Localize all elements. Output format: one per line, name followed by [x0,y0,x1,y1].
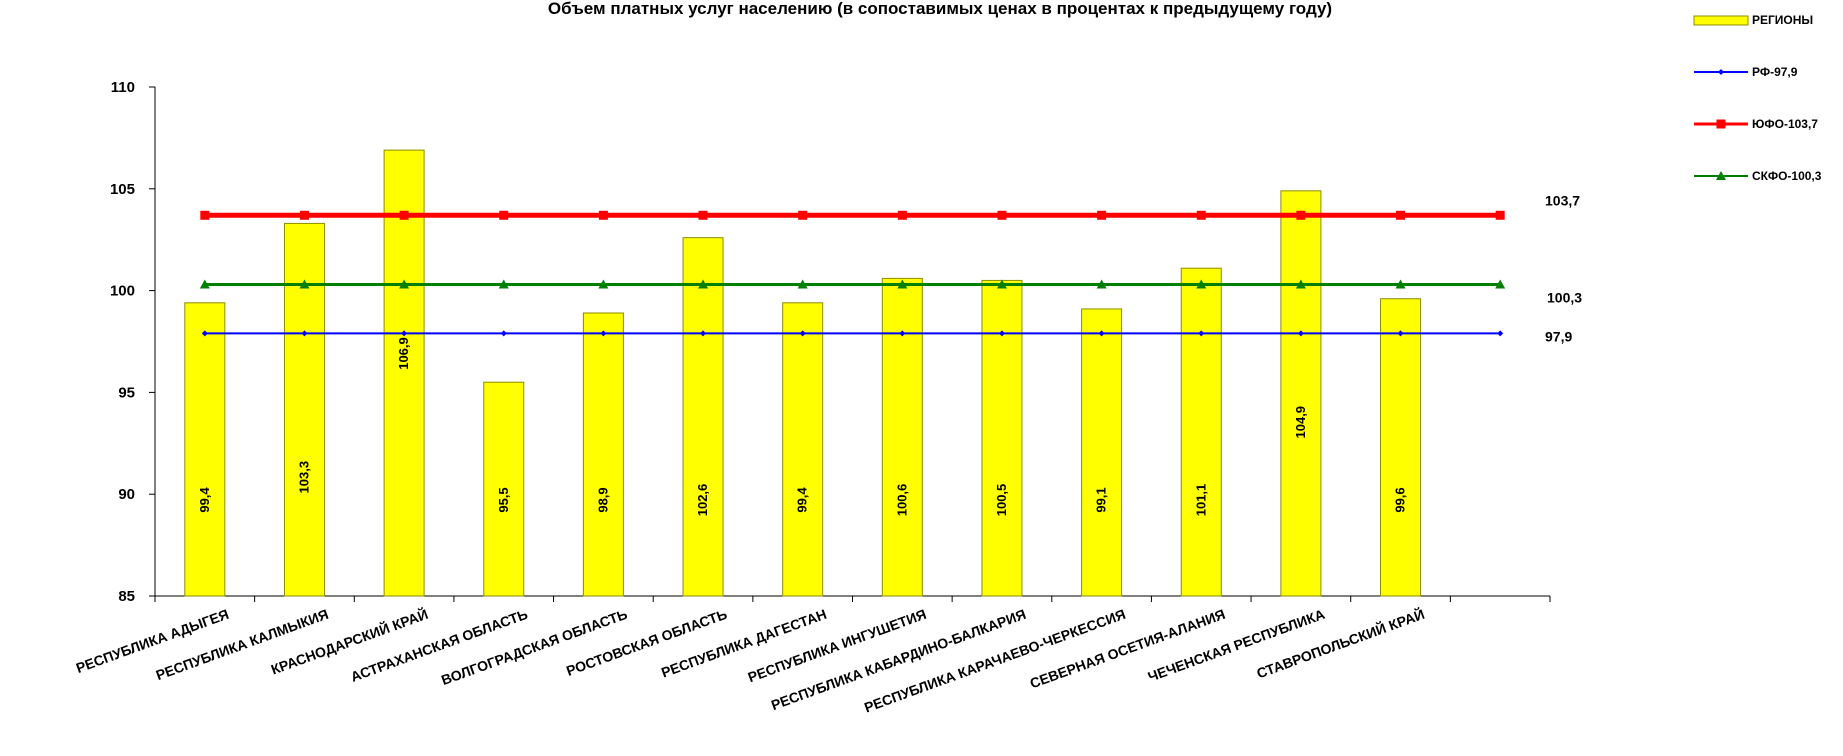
series-marker [399,279,410,289]
legend-label: РЕГИОНЫ [1752,13,1813,27]
bar-value-label: 106,9 [396,337,411,370]
bar-value-label: 102,6 [695,484,710,517]
bar-value-label: 100,6 [894,484,909,517]
series-end-label: 100,3 [1547,289,1582,305]
series-marker [200,210,210,220]
series-marker [299,279,310,289]
series-marker [1396,210,1406,220]
bar-value-label: 99,6 [1393,487,1408,512]
series-marker [199,279,210,289]
bar [283,222,325,597]
y-tick-label: 90 [118,486,135,503]
category-label: ВОЛГОГРАДСКАЯ ОБЛАСТЬ [439,606,629,688]
series-marker [700,330,707,337]
legend-marker [1718,69,1724,75]
series-marker [897,210,907,220]
legend: РЕГИОНЫ РФ-97,9 ЮФО-103,7 СКФО-100,3 [1693,13,1822,183]
series-marker [1295,279,1306,289]
series-marker [401,330,408,337]
bar-value-label: 98,9 [595,487,610,512]
bar-value-label: 101,1 [1193,484,1208,517]
series-marker [996,279,1007,289]
category-label: ЧЕЧЕНСКАЯ РЕСПУБЛИКА [1146,606,1327,685]
bar [483,381,525,597]
legend-label: РФ-97,9 [1752,65,1798,79]
bar [682,237,724,597]
bar [383,149,425,597]
series-end-label: 97,9 [1545,328,1572,344]
series-marker [1097,210,1107,220]
series-marker [1196,210,1206,220]
legend-marker [1716,171,1726,180]
bar [1180,267,1222,597]
series-marker [500,330,507,337]
series-marker [997,210,1007,220]
y-tick-label: 85 [118,588,135,605]
bar [881,277,923,597]
bar [1280,190,1322,597]
plot-area: 85 90 95 100 105 110 99,4 103,3 106,9 95,5 98,9 102… [74,79,1583,716]
series-marker [1397,330,1404,337]
legend-swatch [1693,15,1749,26]
series-marker [299,210,309,220]
series-marker [598,279,609,289]
series-marker [498,279,509,289]
series-marker [1495,279,1506,289]
series-marker [1198,330,1205,337]
series-end-label: 103,7 [1545,192,1580,208]
y-tick-label: 105 [110,181,135,198]
legend-label: ЮФО-103,7 [1752,117,1818,131]
series-marker [797,279,808,289]
bar [1081,308,1123,597]
series-marker [799,330,806,337]
series-marker [899,330,906,337]
bar-value-label: 99,4 [795,487,810,513]
bar [782,302,824,597]
series-marker [399,210,409,220]
y-tick-label: 110 [111,79,135,96]
y-tick-label: 95 [118,384,135,401]
bar [582,312,624,597]
legend-marker [1716,119,1726,129]
series-marker [798,210,808,220]
bar-value-label: 99,1 [1094,487,1109,512]
series-marker [1297,330,1304,337]
category-label: СТАВРОПОЛЬСКИЙ КРАЙ [1254,605,1426,682]
bar-value-label: 99,4 [197,487,212,513]
bar-value-label: 104,9 [1293,406,1308,439]
category-label: РОСТОВСКАЯ ОБЛАСТЬ [564,606,729,679]
series-marker [698,279,709,289]
series-marker [998,330,1005,337]
series-marker [1495,210,1505,220]
category-label: РЕСПУБЛИКА ДАГЕСТАН [659,606,829,681]
series-marker [1098,330,1105,337]
bar [184,302,226,597]
series-marker [897,279,908,289]
chart-title: Объем платных услуг населению (в сопоста… [548,0,1332,18]
bar-value-label: 103,3 [296,461,311,494]
series-marker [1497,330,1504,337]
series-marker [1395,279,1406,289]
series-marker [698,210,708,220]
bar-value-label: 95,5 [496,487,511,512]
series-marker [1296,210,1306,220]
series-marker [1196,279,1207,289]
series-marker [499,210,509,220]
bar [1380,298,1422,597]
series-marker [600,330,607,337]
category-label: РЕСПУБЛИКА КАЛМЫКИЯ [154,606,331,683]
bar-value-label: 100,5 [994,484,1009,517]
series-marker [301,330,308,337]
bar [981,279,1023,597]
category-label: КРАСНОДАРСКИЙ КРАЙ [268,605,430,678]
series-marker [201,330,208,337]
category-label: СЕВЕРНАЯ ОСЕТИЯ-АЛАНИЯ [1028,606,1228,692]
series-marker [598,210,608,220]
y-tick-label: 100 [110,283,135,300]
legend-label: СКФО-100,3 [1752,169,1822,183]
series-marker [1096,279,1107,289]
